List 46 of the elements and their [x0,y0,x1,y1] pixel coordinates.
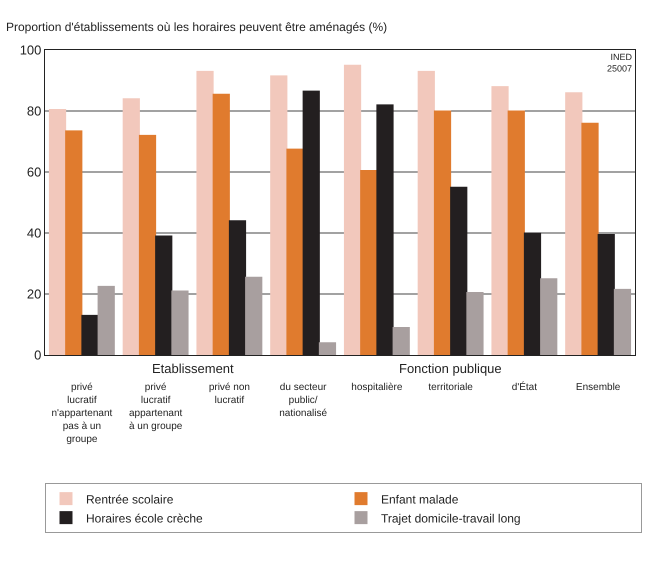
bar [270,75,288,355]
bar [360,170,378,355]
bar [418,70,435,355]
x-tick-label: privé non lucratif [208,382,250,406]
bar [286,148,304,355]
bar [65,130,82,355]
bar [466,292,484,355]
y-tick-label: 60 [26,164,42,180]
x-tick-label: privé lucratif appartenant à un groupe [128,382,183,432]
bar [138,134,156,355]
x-tick-label: privé lucratif n'appartenant pas à un groupe [51,382,113,445]
bar [122,98,140,355]
y-tick-label: 0 [34,348,42,363]
bar [196,70,214,355]
bar [318,342,336,355]
bar [48,108,66,355]
y-tick-label: 40 [26,226,42,241]
x-tick-label: du secteur public/ nationalisé [279,382,328,419]
bar [212,94,230,355]
bar [540,278,558,355]
annotation: INED 25007 [607,52,633,74]
text: Etablissement [152,361,234,376]
y-tick-label: 80 [26,104,42,119]
legend-label: Trajet domicile-travail long [381,511,521,526]
bar [565,92,582,355]
bar [392,327,410,355]
x-tick-label: territoriale [428,382,474,393]
y-axis-title: Proportion d'établissements où les horaires peuvent être aménagés (%) [6,20,388,34]
y-tick-label: 20 [26,286,42,302]
bar [245,276,262,355]
bar [434,110,452,355]
bar [171,290,189,355]
bar [508,110,525,355]
bar [614,288,632,355]
bar [491,86,509,355]
x-tick-label: d'État [512,381,538,393]
bar [581,122,599,355]
bar [98,286,115,355]
text: Fonction publique [399,361,502,376]
legend-label: Rentrée scolaire [86,492,174,506]
y-tick-label: 100 [20,42,42,58]
x-tick-label: hospitalière [351,382,403,393]
legend-label: Horaires école crèche [86,511,204,526]
bar [344,64,362,355]
legend-label: Enfant malade [381,492,459,506]
x-tick-label: Ensemble [576,382,621,393]
